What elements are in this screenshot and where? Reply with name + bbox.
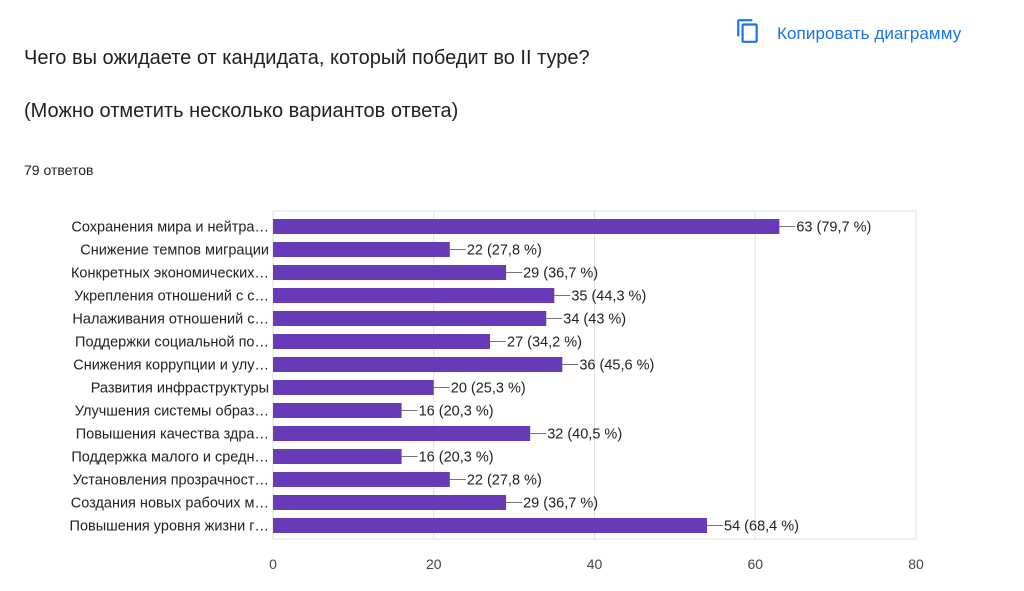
- value-label: 29 (36,7 %): [523, 496, 598, 512]
- bar: [273, 265, 507, 280]
- bar-chart: 0 20 40 60 80 Сохранения мира и нейтра… 63 (79…: [70, 210, 924, 572]
- bar: [273, 403, 402, 418]
- value-label: 27 (34,2 %): [507, 335, 582, 351]
- bar: [273, 311, 547, 326]
- x-tick-label: 20: [426, 556, 442, 572]
- question-title: Чего вы ожидаете от кандидата, который п…: [24, 47, 590, 69]
- response-count: 79 ответов: [24, 162, 94, 178]
- x-tick-label: 40: [587, 556, 603, 572]
- question-subtitle: (Можно отметить несколько вариантов отве…: [24, 100, 459, 122]
- bar: [273, 518, 708, 533]
- value-label: 35 (44,3 %): [571, 289, 646, 305]
- category-label: Налаживания отношений с…: [72, 312, 269, 328]
- category-label: Конкретных экономических…: [71, 266, 269, 282]
- value-label: 16 (20,3 %): [419, 450, 494, 466]
- bar: [273, 242, 450, 257]
- bar: [273, 426, 531, 441]
- category-label: Поддержки социальной по…: [75, 335, 269, 351]
- category-label: Снижение темпов миграции: [80, 243, 269, 259]
- category-label: Сохранения мира и нейтра…: [71, 220, 269, 236]
- bar: [273, 495, 507, 510]
- value-label: 32 (40,5 %): [547, 427, 622, 443]
- value-label: 22 (27,8 %): [467, 243, 542, 259]
- value-label: 20 (25,3 %): [451, 381, 526, 397]
- category-label: Снижения коррупции и улу…: [73, 358, 269, 374]
- bar: [273, 380, 434, 395]
- value-label: 36 (45,6 %): [579, 358, 654, 374]
- x-tick-label: 80: [908, 556, 924, 572]
- value-label: 16 (20,3 %): [419, 404, 494, 420]
- value-label: 29 (36,7 %): [523, 266, 598, 282]
- bar: [273, 357, 563, 372]
- category-label: Поддержка малого и средн…: [71, 450, 269, 466]
- value-label: 54 (68,4 %): [724, 519, 799, 535]
- category-label: Повышения качества здра…: [76, 427, 269, 443]
- x-tick-label: 0: [269, 556, 277, 572]
- x-tick-label: 60: [747, 556, 763, 572]
- category-label: Улучшения системы образ…: [75, 404, 269, 420]
- category-label: Повышения уровня жизни г…: [70, 519, 269, 535]
- copy-chart-button[interactable]: Копировать диаграмму: [735, 18, 961, 49]
- category-label: Укрепления отношений с с…: [74, 289, 269, 305]
- category-label: Создания новых рабочих м…: [71, 496, 269, 512]
- bar: [273, 219, 780, 234]
- bar: [273, 288, 555, 303]
- value-label: 63 (79,7 %): [796, 220, 871, 236]
- category-label: Установления прозрачност…: [73, 473, 269, 489]
- copy-chart-label: Копировать диаграмму: [777, 23, 962, 43]
- bar: [273, 449, 402, 464]
- copy-icon: [735, 18, 761, 49]
- value-label: 34 (43 %): [563, 312, 626, 328]
- bar: [273, 472, 450, 487]
- category-label: Развития инфраструктуры: [91, 381, 269, 397]
- bar: [273, 334, 491, 349]
- value-label: 22 (27,8 %): [467, 473, 542, 489]
